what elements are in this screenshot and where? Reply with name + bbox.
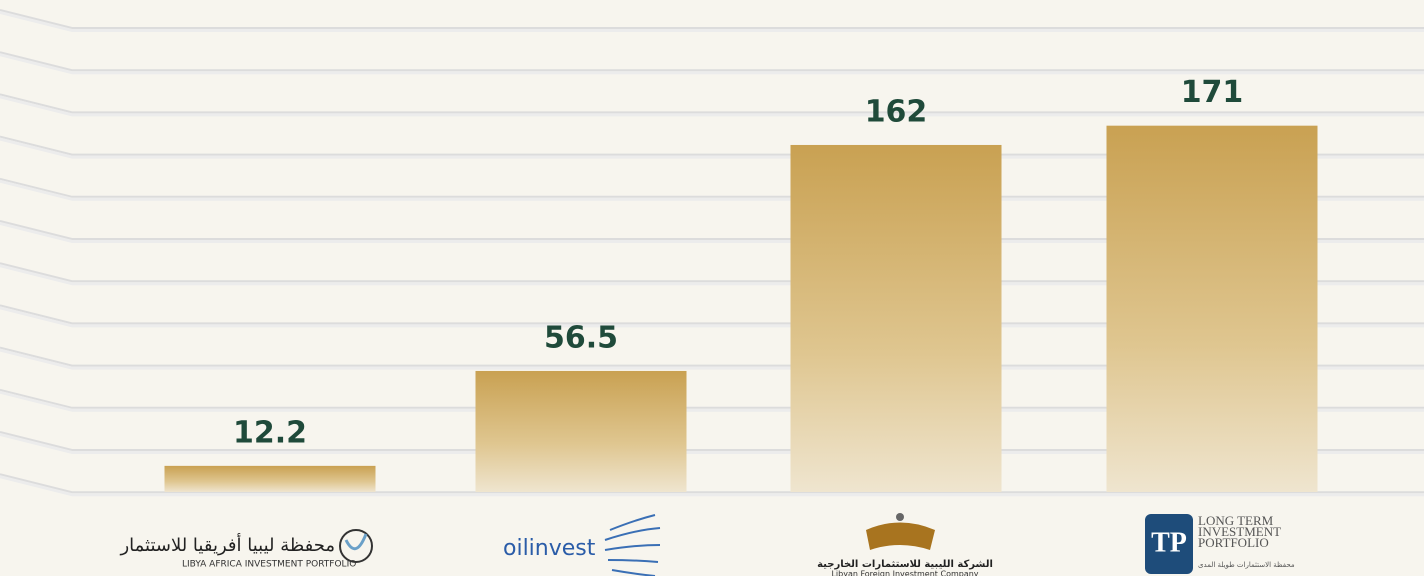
bar: [164, 465, 376, 492]
category-label: Libyan Foreign Investment Company: [831, 570, 978, 576]
decor-line: [0, 93, 1424, 114]
decor-band: [0, 475, 1424, 497]
decor-line: [0, 9, 1424, 29]
category-subtitle: محفظة الاستثمارات طويلة المدى: [1198, 561, 1295, 569]
category-subtitle: الشركة الليبية للاستثمارات الخارجية: [817, 559, 993, 570]
category-subtitle: محفظة ليبيا أفريقيا للاستثمار: [119, 533, 335, 556]
value-label: 162: [865, 94, 928, 129]
value-label: 12.2: [233, 415, 307, 450]
decor-band: [0, 11, 1424, 32]
category-label: LIBYA AFRICA INVESTMENT PORTFOLIO: [182, 560, 356, 570]
bar: [790, 144, 1002, 492]
value-label: 171: [1181, 75, 1244, 110]
category-label: LONG TERM INVESTMENT PORTFOLIO: [1198, 513, 1281, 550]
logo-4: TP: [1145, 514, 1193, 574]
bar: [1106, 125, 1318, 493]
value-label: 56.5: [544, 320, 618, 355]
bar: [475, 370, 687, 492]
decor-line: [0, 51, 1424, 72]
svg-text:TP: TP: [1151, 527, 1187, 558]
category-label: oilinvest: [503, 536, 596, 561]
logo-3: [866, 513, 935, 550]
decor-line: [0, 473, 1424, 494]
logo-2: [604, 514, 661, 576]
logo-1: [339, 529, 373, 563]
decor-band: [0, 95, 1424, 117]
decor-band: [0, 53, 1424, 75]
